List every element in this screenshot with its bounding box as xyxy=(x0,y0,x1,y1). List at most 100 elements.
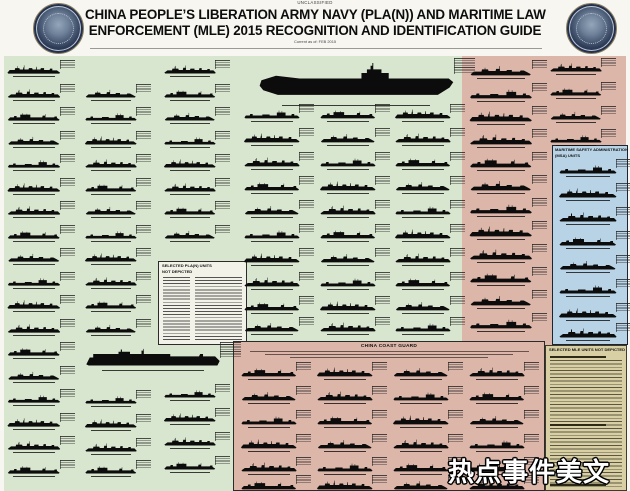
ship-annotation-callout xyxy=(215,384,230,393)
ship-annotation-callout xyxy=(372,386,387,395)
ship-silhouette xyxy=(392,457,463,475)
ship-annotation-callout xyxy=(601,129,616,138)
msa-title-2: (MSA) UNITS xyxy=(555,153,581,158)
ship-silhouette xyxy=(468,386,539,404)
ship-annotation-callout xyxy=(450,317,465,326)
ship-silhouette xyxy=(394,152,465,170)
list-subheader xyxy=(550,356,606,358)
ship-caption xyxy=(476,78,526,79)
ship-caption xyxy=(323,403,367,404)
ship-silhouette xyxy=(468,175,547,194)
ship-annotation-callout xyxy=(375,200,390,209)
ship-silhouette xyxy=(6,107,75,124)
ship-silhouette xyxy=(240,410,311,428)
ship-annotation-callout xyxy=(375,248,390,257)
ship-silhouette xyxy=(240,434,311,452)
ship-silhouette xyxy=(6,84,75,101)
ship-silhouette xyxy=(319,248,390,266)
ship-caption xyxy=(476,170,526,171)
ship-caption xyxy=(326,289,370,290)
ship-caption xyxy=(475,379,519,380)
ship-annotation-callout xyxy=(136,131,151,140)
ship-annotation-callout xyxy=(372,457,387,466)
ship-annotation-callout xyxy=(60,272,75,281)
ship-annotation-callout xyxy=(450,296,465,305)
ship-annotation-callout xyxy=(375,272,390,281)
ship-silhouette xyxy=(163,384,230,401)
ship-annotation-callout xyxy=(215,84,230,93)
ccg-fineprint-line xyxy=(249,351,529,352)
ship-annotation-callout xyxy=(524,362,539,371)
ship-caption xyxy=(13,405,55,406)
ship-silhouette xyxy=(84,225,151,242)
ship-annotation-callout xyxy=(375,317,390,326)
ship-caption xyxy=(13,311,55,312)
ship-caption xyxy=(13,241,55,242)
ship-silhouette xyxy=(392,475,463,491)
ship-caption xyxy=(170,194,210,195)
ship-silhouette xyxy=(558,255,630,273)
ship-annotation-callout xyxy=(532,152,547,161)
ship-caption xyxy=(556,122,596,123)
ship-silhouette xyxy=(243,317,314,335)
ship-silhouette xyxy=(6,295,75,312)
ship-annotation-callout xyxy=(60,460,75,469)
ship-silhouette xyxy=(394,200,465,218)
ship-annotation-callout xyxy=(448,475,463,484)
ship-annotation-callout xyxy=(60,201,75,210)
china-coast-guard-title: CHINA COAST GUARD xyxy=(360,343,418,349)
ship-annotation-callout xyxy=(524,475,539,484)
ship-annotation-callout xyxy=(601,58,616,67)
ship-caption xyxy=(565,224,611,225)
ship-annotation-callout xyxy=(299,296,314,305)
ship-annotation-callout xyxy=(450,176,465,185)
ship-annotation-callout xyxy=(215,201,230,210)
ship-caption xyxy=(91,288,131,289)
ship-caption xyxy=(326,193,370,194)
ship-caption xyxy=(326,241,370,242)
ship-silhouette xyxy=(319,317,390,335)
ship-caption xyxy=(326,334,370,335)
ship-caption xyxy=(326,313,370,314)
ship-annotation-callout xyxy=(136,84,151,93)
ship-caption xyxy=(13,429,55,430)
ship-annotation-callout xyxy=(60,248,75,257)
ship-caption xyxy=(323,474,367,475)
ship-silhouette xyxy=(6,342,75,359)
ship-caption xyxy=(323,451,367,452)
ship-caption xyxy=(250,169,294,170)
ship-silhouette xyxy=(84,201,151,218)
ship-silhouette xyxy=(316,362,387,380)
ship-annotation-callout xyxy=(448,362,463,371)
ship-annotation-callout xyxy=(60,319,75,328)
ship-annotation-callout xyxy=(296,475,311,484)
ship-caption xyxy=(170,123,210,124)
ship-caption xyxy=(556,145,596,146)
ship-annotation-callout xyxy=(601,106,616,115)
ship-annotation-callout xyxy=(601,82,616,91)
ship-silhouette xyxy=(394,104,465,122)
ship-silhouette xyxy=(243,176,314,194)
ship-caption xyxy=(91,100,131,101)
ship-silhouette xyxy=(549,129,616,146)
ship-caption xyxy=(250,313,294,314)
ship-silhouette xyxy=(392,386,463,404)
ship-caption xyxy=(556,74,596,75)
ship-silhouette xyxy=(319,104,390,122)
ship-caption xyxy=(170,241,210,242)
title-line-2: ENFORCEMENT (MLE) 2015 RECOGNITION AND I… xyxy=(88,22,542,38)
ship-annotation-callout xyxy=(299,128,314,137)
ship-caption xyxy=(401,217,445,218)
ship-annotation-callout xyxy=(532,244,547,253)
ship-silhouette xyxy=(243,200,314,218)
ship-silhouette xyxy=(468,410,539,428)
ship-annotation-callout xyxy=(296,386,311,395)
ship-annotation-callout xyxy=(60,107,75,116)
ship-annotation-callout xyxy=(450,152,465,161)
ship-caption xyxy=(565,176,611,177)
ship-caption xyxy=(170,76,210,77)
ship-caption xyxy=(247,451,291,452)
ship-silhouette xyxy=(163,432,230,449)
ship-silhouette xyxy=(468,129,547,148)
ship-caption xyxy=(476,216,526,217)
